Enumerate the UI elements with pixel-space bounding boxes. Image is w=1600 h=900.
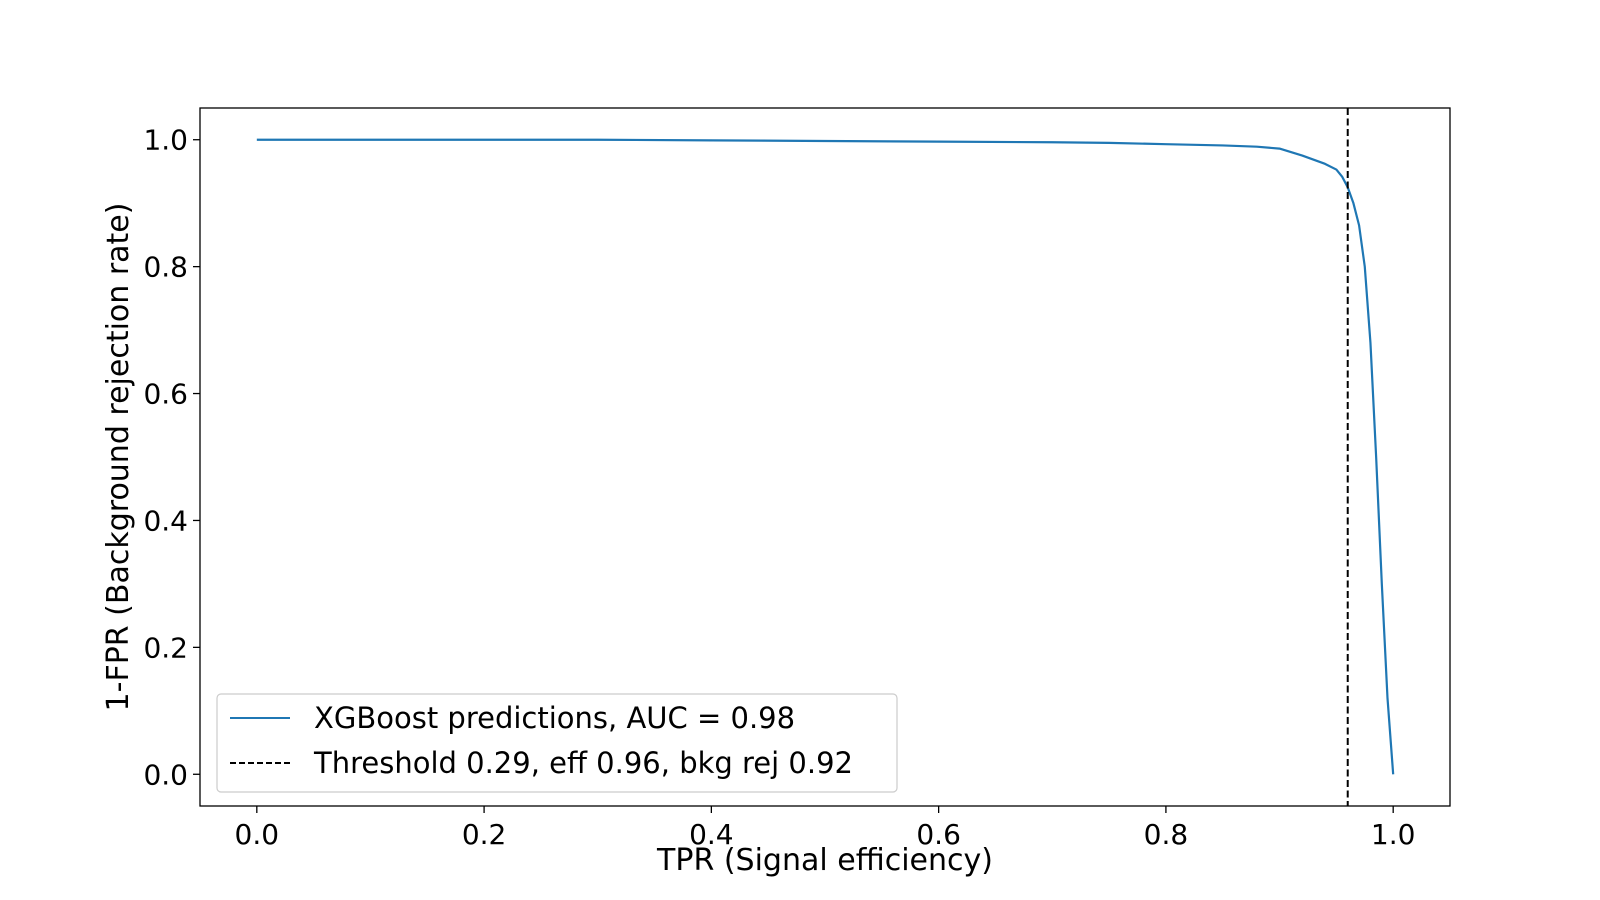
y-tick-label: 1.0: [143, 124, 188, 157]
y-tick-label: 0.6: [143, 378, 188, 411]
legend-label-threshold: Threshold 0.29, eff 0.96, bkg rej 0.92: [313, 746, 853, 780]
y-axis-label: 1-FPR (Background rejection rate): [101, 203, 136, 712]
x-tick-label: 0.6: [916, 818, 961, 851]
y-tick-label: 0.8: [143, 251, 188, 284]
roc-curve: [256, 138, 1395, 775]
legend-label-roc: XGBoost predictions, AUC = 0.98: [314, 701, 795, 735]
x-tick-label: 0.8: [1144, 818, 1189, 851]
x-tick-label: 1.0: [1371, 818, 1416, 851]
y-tick-label: 0.2: [143, 631, 188, 664]
x-tick-label: 0.2: [462, 818, 507, 851]
plot-area: [200, 108, 1450, 806]
x-axis-ticks: 0.0 0.2 0.4 0.6 0.8 1.0: [235, 806, 1416, 851]
x-tick-label: 0.0: [235, 818, 280, 851]
x-axis-label: TPR (Signal efficiency): [656, 843, 993, 878]
legend-box: [216, 693, 898, 793]
axes-frame: [199, 107, 1451, 807]
y-tick-label: 0.4: [143, 504, 188, 537]
y-axis-ticks: 0.0 0.2 0.4 0.6 0.8 1.0: [143, 124, 200, 791]
x-tick-label: 0.4: [689, 818, 734, 851]
y-tick-label: 0.0: [143, 758, 188, 791]
curve-layer: [256, 108, 1395, 806]
legend: XGBoost predictions, AUC = 0.98 Threshol…: [216, 693, 898, 793]
